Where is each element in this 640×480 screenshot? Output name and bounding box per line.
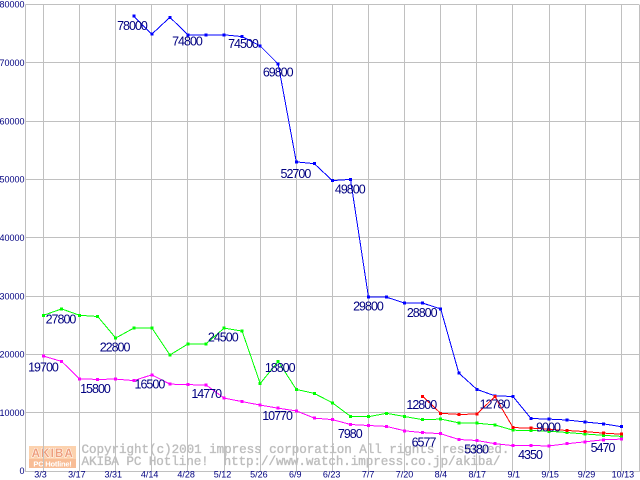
svg-text:28800: 28800 bbox=[407, 306, 438, 320]
svg-text:22800: 22800 bbox=[100, 341, 131, 355]
svg-text:5/12: 5/12 bbox=[214, 469, 232, 479]
svg-text:74500: 74500 bbox=[228, 37, 259, 51]
svg-text:AKIBA: AKIBA bbox=[32, 448, 74, 460]
svg-text:5380: 5380 bbox=[464, 443, 489, 457]
svg-text:9/29: 9/29 bbox=[578, 469, 596, 479]
svg-text:16500: 16500 bbox=[135, 378, 166, 392]
svg-text:5470: 5470 bbox=[591, 441, 616, 455]
svg-text:7/20: 7/20 bbox=[396, 469, 414, 479]
svg-text:Copyright(c)2001 impress corpo: Copyright(c)2001 impress corporation All… bbox=[82, 443, 510, 457]
svg-text:69800: 69800 bbox=[263, 66, 294, 80]
svg-text:4/28: 4/28 bbox=[177, 469, 195, 479]
svg-text:9/15: 9/15 bbox=[541, 469, 559, 479]
svg-text:7/7: 7/7 bbox=[362, 469, 375, 479]
svg-text:19700: 19700 bbox=[28, 361, 59, 375]
svg-text:27800: 27800 bbox=[46, 313, 77, 327]
svg-text:50000: 50000 bbox=[0, 175, 25, 185]
svg-text:3/31: 3/31 bbox=[105, 469, 123, 479]
svg-text:3/17: 3/17 bbox=[68, 469, 86, 479]
svg-text:80000: 80000 bbox=[0, 0, 25, 10]
svg-text:30000: 30000 bbox=[0, 291, 25, 301]
svg-text:4350: 4350 bbox=[518, 448, 543, 462]
svg-text:9000: 9000 bbox=[536, 421, 561, 435]
svg-text:20000: 20000 bbox=[0, 350, 25, 360]
svg-text:6577: 6577 bbox=[412, 435, 437, 449]
svg-text:6/9: 6/9 bbox=[289, 469, 302, 479]
svg-text:12780: 12780 bbox=[480, 397, 511, 411]
svg-text:15800: 15800 bbox=[80, 382, 111, 396]
svg-text:29800: 29800 bbox=[353, 300, 384, 314]
svg-text:10770: 10770 bbox=[262, 409, 293, 423]
svg-text:10000: 10000 bbox=[0, 408, 25, 418]
svg-text:0: 0 bbox=[19, 466, 24, 476]
svg-text:14770: 14770 bbox=[191, 387, 222, 401]
svg-text:3/3: 3/3 bbox=[34, 469, 47, 479]
svg-text:8/17: 8/17 bbox=[469, 469, 487, 479]
svg-text:24500: 24500 bbox=[208, 330, 239, 344]
svg-text:8/4: 8/4 bbox=[435, 469, 448, 479]
svg-text:12800: 12800 bbox=[406, 398, 437, 412]
svg-text:10/13: 10/13 bbox=[612, 469, 635, 479]
svg-text:52700: 52700 bbox=[281, 167, 312, 181]
svg-text:74800: 74800 bbox=[172, 34, 203, 48]
svg-text:7980: 7980 bbox=[338, 427, 363, 441]
svg-text:78000: 78000 bbox=[117, 19, 148, 33]
svg-text:4/14: 4/14 bbox=[141, 469, 159, 479]
svg-text:18800: 18800 bbox=[265, 361, 296, 375]
svg-text:6/23: 6/23 bbox=[323, 469, 341, 479]
svg-text:49800: 49800 bbox=[335, 183, 366, 197]
svg-text:AKIBA PC Hotline! http://www.: AKIBA PC Hotline! http://www.watch.impre… bbox=[82, 455, 501, 469]
svg-text:60000: 60000 bbox=[0, 116, 25, 126]
svg-text:70000: 70000 bbox=[0, 58, 25, 68]
svg-text:5/26: 5/26 bbox=[250, 469, 268, 479]
svg-text:40000: 40000 bbox=[0, 233, 25, 243]
svg-text:9/1: 9/1 bbox=[507, 469, 520, 479]
svg-text:PC Hotline!: PC Hotline! bbox=[33, 460, 71, 469]
